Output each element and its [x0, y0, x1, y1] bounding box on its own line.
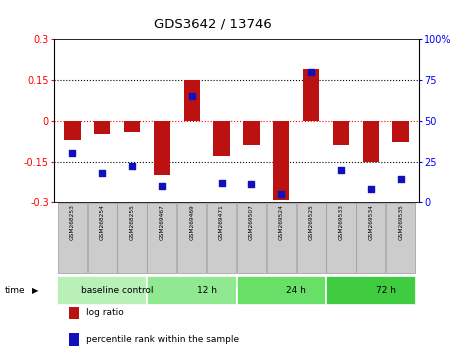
FancyBboxPatch shape [177, 203, 206, 273]
Text: 72 h: 72 h [376, 286, 396, 295]
Bar [333, 121, 349, 145]
Text: GSM269471: GSM269471 [219, 205, 224, 240]
Bar [64, 121, 80, 140]
Bar [273, 121, 289, 200]
Bar [184, 80, 200, 121]
Text: GSM268253: GSM268253 [70, 205, 75, 240]
FancyBboxPatch shape [88, 203, 117, 273]
FancyBboxPatch shape [356, 203, 385, 273]
FancyBboxPatch shape [297, 203, 326, 273]
Bar [124, 121, 140, 132]
Point [248, 182, 255, 187]
Point [278, 192, 285, 197]
Bar [57, 275, 147, 306]
Point [188, 93, 195, 99]
Point [337, 167, 345, 172]
Text: log ratio: log ratio [87, 308, 124, 317]
Bar [393, 121, 409, 142]
FancyBboxPatch shape [58, 203, 87, 273]
Text: baseline control: baseline control [81, 286, 153, 295]
Text: GSM269525: GSM269525 [309, 205, 314, 240]
Text: percentile rank within the sample: percentile rank within the sample [87, 335, 239, 344]
Point [307, 69, 315, 74]
Text: ▶: ▶ [32, 286, 39, 295]
Text: time: time [5, 286, 26, 295]
Text: GSM268255: GSM268255 [130, 205, 134, 240]
Text: GSM269469: GSM269469 [189, 205, 194, 240]
Bar [147, 275, 236, 306]
FancyBboxPatch shape [147, 203, 176, 273]
Bar [69, 333, 79, 346]
FancyBboxPatch shape [386, 203, 415, 273]
Text: GSM269524: GSM269524 [279, 205, 284, 240]
Text: GSM269507: GSM269507 [249, 205, 254, 240]
Point [367, 187, 375, 192]
Point [69, 150, 76, 156]
Point [218, 180, 225, 185]
Point [98, 170, 106, 176]
FancyBboxPatch shape [237, 203, 266, 273]
Bar [243, 121, 260, 145]
Bar [213, 121, 230, 156]
Text: GSM269467: GSM269467 [159, 205, 164, 240]
Bar [69, 306, 79, 319]
Point [128, 164, 136, 169]
Bar [154, 121, 170, 175]
Bar [236, 275, 326, 306]
Point [397, 177, 404, 182]
Text: 12 h: 12 h [197, 286, 217, 295]
FancyBboxPatch shape [267, 203, 296, 273]
Bar [326, 275, 416, 306]
FancyBboxPatch shape [207, 203, 236, 273]
Bar [303, 69, 319, 121]
Point [158, 183, 166, 189]
Text: GSM269533: GSM269533 [339, 205, 343, 240]
FancyBboxPatch shape [326, 203, 356, 273]
Bar [363, 121, 379, 161]
Bar [94, 121, 110, 134]
Text: GSM269534: GSM269534 [368, 205, 373, 240]
FancyBboxPatch shape [117, 203, 147, 273]
Text: 24 h: 24 h [286, 286, 306, 295]
Text: GDS3642 / 13746: GDS3642 / 13746 [154, 17, 272, 30]
Text: GSM269535: GSM269535 [398, 205, 403, 240]
Text: GSM268254: GSM268254 [100, 205, 105, 240]
